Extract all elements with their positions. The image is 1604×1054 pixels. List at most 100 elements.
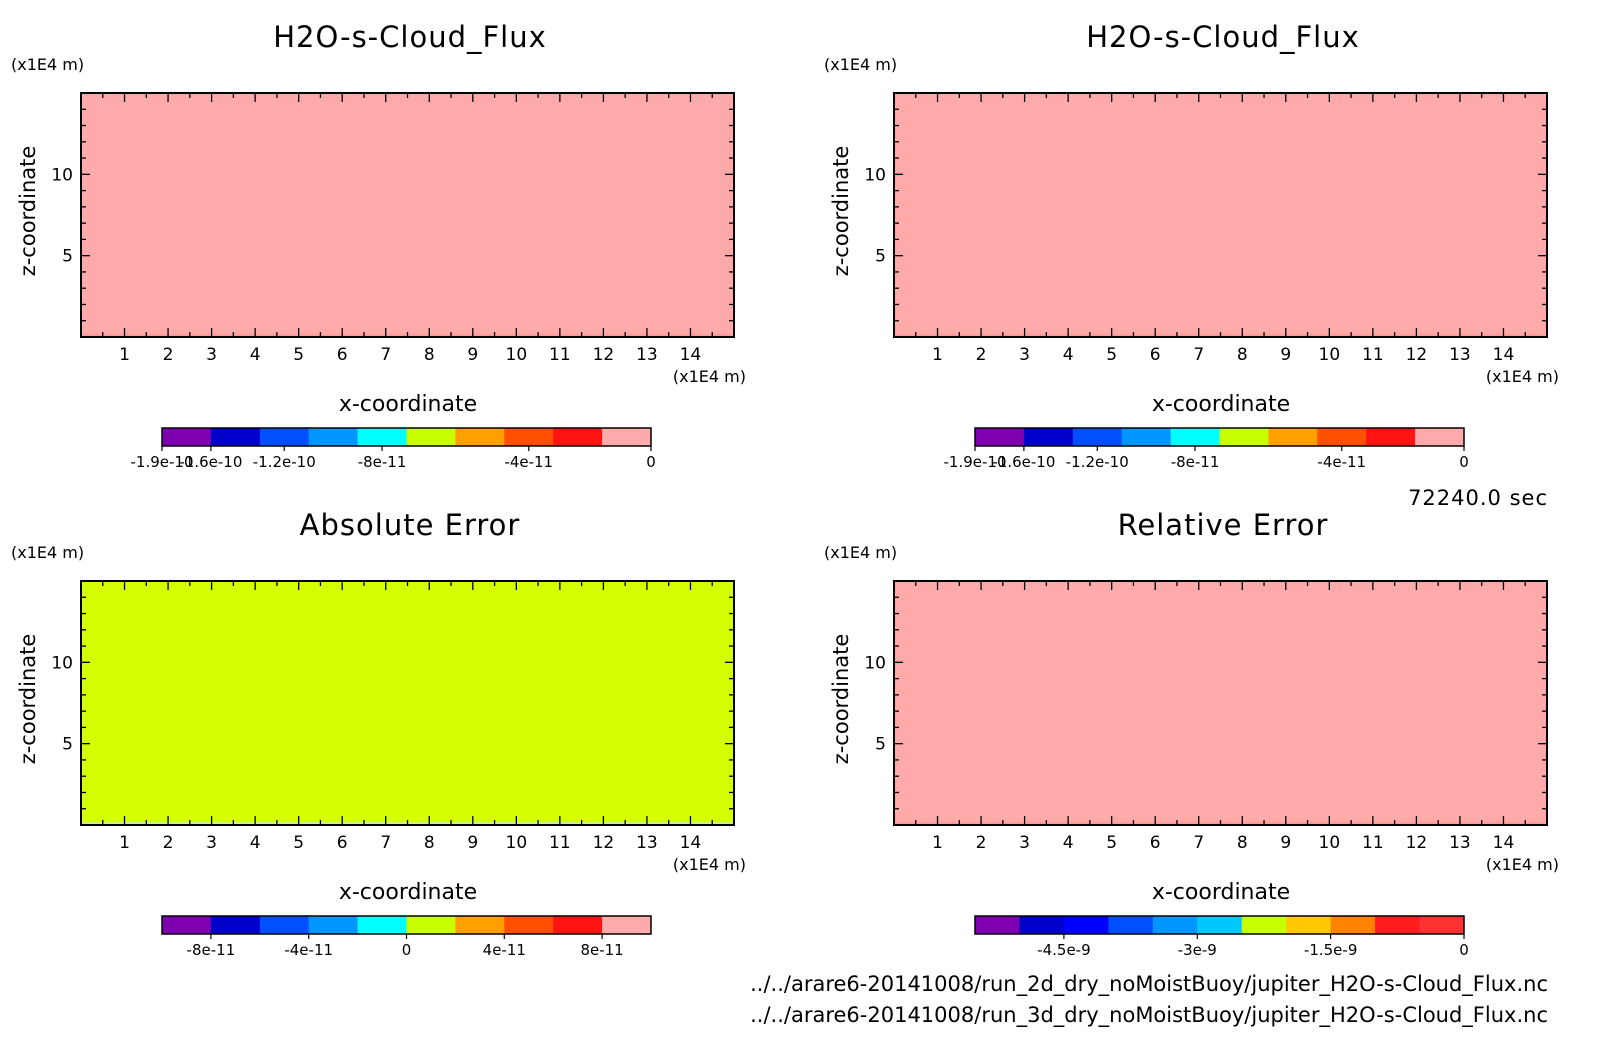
contour-field	[894, 581, 1547, 825]
legend-tick-label: 4e-11	[483, 941, 526, 959]
x-axis-label: x-coordinate	[1152, 392, 1290, 417]
x-tick-label: 3	[206, 345, 217, 365]
x-tick-label: 12	[1406, 833, 1428, 853]
x-tick-label: 1	[932, 345, 943, 365]
y-axis-label: z-coordinate	[16, 146, 40, 277]
x-tick-label: 7	[1193, 833, 1204, 853]
legend-swatch	[975, 916, 1020, 934]
legend-swatch	[553, 428, 603, 446]
panel-bottom-right: Relative Error(x1E4 m)1 2 3 4 5 6 7 8 9 10 11 12 13 1…	[824, 508, 1559, 959]
legend-tick-label: 0	[1459, 453, 1469, 471]
legend-swatch	[1268, 428, 1318, 446]
x-tick-label: 2	[976, 345, 987, 365]
x-tick-label: 12	[593, 833, 615, 853]
legend-swatch	[308, 916, 359, 934]
legend-swatch	[504, 428, 554, 446]
x-tick-label: 7	[380, 833, 391, 853]
x-tick-label: 11	[1362, 833, 1384, 853]
y-tick-label: 10	[51, 653, 73, 673]
legend-tick-label: -1.9e-10	[131, 453, 194, 471]
x-tick-label: 4	[1063, 345, 1074, 365]
panel-top-left: H2O-s-Cloud_Flux(x1E4 m)1 2 3 4 5 6 7 8 9 10 11 12 1…	[11, 20, 746, 471]
legend-tick-label: 0	[1459, 941, 1469, 959]
x-tick-label: 1	[119, 833, 130, 853]
x-tick-label: 11	[549, 833, 571, 853]
panels: H2O-s-Cloud_Flux(x1E4 m)1 2 3 4 5 6 7 8 9 10 11 12 1…	[11, 20, 1559, 959]
legend-swatch	[1415, 428, 1465, 446]
x-tick-label: 6	[1150, 345, 1161, 365]
x-tick-label: 10	[1319, 833, 1341, 853]
x-tick-label: 13	[1449, 833, 1471, 853]
legend-frame	[974, 915, 1465, 935]
legend-swatch	[1019, 916, 1065, 934]
legend-tick-label: -8e-11	[358, 453, 407, 471]
legend-swatch	[1152, 916, 1198, 934]
y-unit-label: (x1E4 m)	[11, 543, 84, 562]
legend-swatch	[210, 916, 261, 934]
x-unit-label: (x1E4 m)	[673, 855, 746, 874]
y-axis-label: z-coordinate	[16, 634, 40, 765]
x-tick-label: 8	[424, 833, 435, 853]
x-tick-label: 1	[119, 345, 130, 365]
x-tick-label: 6	[1150, 833, 1161, 853]
x-tick-label: 2	[163, 345, 174, 365]
legend-tick-label: -1.2e-10	[1066, 453, 1129, 471]
legend-swatch	[455, 428, 505, 446]
legend-tick-label: -1.5e-9	[1304, 941, 1357, 959]
x-tick-label: 12	[1406, 345, 1428, 365]
color-legend: -4.5e-9 -3e-9 -1.5e-9 0	[974, 915, 1469, 959]
legend-swatch	[308, 428, 359, 446]
legend-swatch	[504, 916, 554, 934]
legend-swatch	[1023, 428, 1074, 446]
x-tick-label: 10	[506, 345, 528, 365]
x-axis-label: x-coordinate	[339, 392, 477, 417]
contour-field	[894, 93, 1547, 337]
legend-tick-label: -8e-11	[1171, 453, 1220, 471]
x-tick-label: 13	[636, 345, 658, 365]
legend-swatch	[406, 428, 456, 446]
x-tick-label: 11	[1362, 345, 1384, 365]
x-tick-label: 6	[337, 345, 348, 365]
y-unit-label: (x1E4 m)	[11, 55, 84, 74]
legend-swatch	[1241, 916, 1287, 934]
x-tick-label: 9	[467, 345, 478, 365]
legend-swatch	[1063, 916, 1109, 934]
contour-field	[81, 93, 734, 337]
y-tick-label: 5	[875, 735, 886, 755]
contour-field	[81, 581, 734, 825]
x-tick-label: 8	[1237, 833, 1248, 853]
file-path-1: ../../arare6-20141008/run_2d_dry_noMoist…	[750, 972, 1548, 997]
x-tick-label: 14	[1493, 345, 1515, 365]
legend-swatch	[455, 916, 505, 934]
x-tick-label: 14	[680, 345, 702, 365]
x-tick-label: 5	[1106, 345, 1117, 365]
legend-swatch	[357, 916, 407, 934]
legend-swatch	[162, 428, 212, 446]
x-tick-label: 9	[467, 833, 478, 853]
x-axis-label: x-coordinate	[339, 880, 477, 905]
legend-tick-label: 8e-11	[580, 941, 623, 959]
x-tick-label: 14	[1493, 833, 1515, 853]
x-tick-label: 13	[1449, 345, 1471, 365]
x-tick-label: 1	[932, 833, 943, 853]
x-tick-label: 3	[1019, 833, 1030, 853]
x-tick-label: 11	[549, 345, 571, 365]
x-tick-label: 12	[593, 345, 615, 365]
x-tick-label: 5	[293, 345, 304, 365]
x-unit-label: (x1E4 m)	[1486, 855, 1559, 874]
x-tick-label: 5	[293, 833, 304, 853]
legend-swatch	[357, 428, 407, 446]
legend-swatch	[1419, 916, 1465, 934]
x-tick-label: 8	[1237, 345, 1248, 365]
legend-swatch	[1317, 428, 1367, 446]
color-legend: -1.9e-10-1.6e-10 -1.2e-10 -8e-11 -4e-11 0	[944, 427, 1469, 471]
file-path-2: ../../arare6-20141008/run_3d_dry_noMoist…	[750, 1003, 1548, 1028]
legend-tick-label: 0	[402, 941, 412, 959]
y-tick-label: 10	[51, 165, 73, 185]
y-tick-label: 10	[864, 165, 886, 185]
legend-tick-label: -4e-11	[504, 453, 553, 471]
x-tick-label: 3	[206, 833, 217, 853]
legend-tick-label: -1.6e-10	[992, 453, 1055, 471]
x-unit-label: (x1E4 m)	[673, 367, 746, 386]
legend-frame	[161, 427, 652, 447]
